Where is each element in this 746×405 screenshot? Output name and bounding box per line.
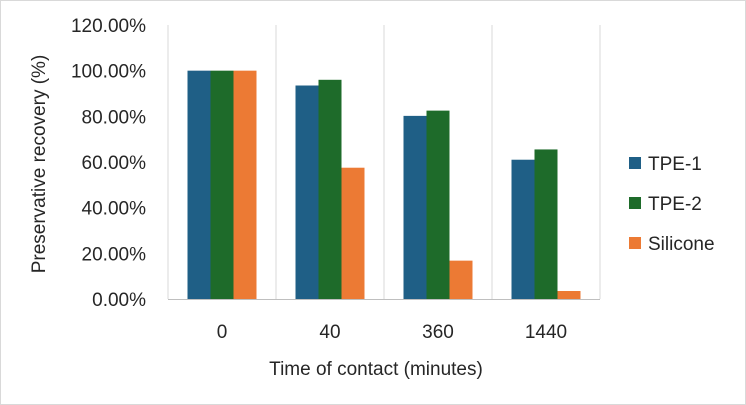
bar-tpe-1-40 xyxy=(295,85,319,299)
y-tick-label: 100.00% xyxy=(71,62,146,83)
legend-swatch xyxy=(629,237,641,249)
y-tick-label: 20.00% xyxy=(82,244,147,265)
y-axis-ticks: 0.00% 20.00% 40.00% 60.00% 80.00% 100.00% 120.… xyxy=(71,16,146,311)
x-tick-label: 360 xyxy=(422,322,454,343)
y-tick-label: 120.00% xyxy=(71,16,146,37)
x-tick-label: 1440 xyxy=(525,322,567,343)
bar-tpe-1-1440 xyxy=(511,159,535,299)
bar-silicone-0 xyxy=(233,70,257,300)
bar-tpe-2-0 xyxy=(210,70,234,300)
bar-tpe-2-1440 xyxy=(534,149,558,299)
legend-swatch xyxy=(629,157,641,169)
y-tick-label: 80.00% xyxy=(82,107,147,128)
legend-label: Silicone xyxy=(648,234,715,255)
y-tick-label: 0.00% xyxy=(92,290,146,311)
grid-lines xyxy=(167,25,601,299)
legend-label: TPE-1 xyxy=(648,154,702,175)
bars xyxy=(187,70,581,300)
x-tick-label: 0 xyxy=(217,322,228,343)
x-axis-title: Time of contact (minutes) xyxy=(269,359,483,380)
legend-label: TPE-2 xyxy=(648,194,702,215)
bar-tpe-1-360 xyxy=(403,115,427,299)
bar-tpe-2-40 xyxy=(318,79,342,299)
x-tick-label: 40 xyxy=(319,322,340,343)
legend-swatch xyxy=(629,197,641,209)
bar-silicone-1440 xyxy=(557,291,581,299)
bar-silicone-40 xyxy=(341,167,365,299)
legend: TPE-1 TPE-2 Silicone xyxy=(629,154,715,255)
bar-silicone-360 xyxy=(449,260,473,299)
x-axis-ticks: 0 40 360 1440 xyxy=(217,322,567,343)
bar-tpe-1-0 xyxy=(187,70,211,300)
y-tick-label: 60.00% xyxy=(82,153,147,174)
y-axis-title: Preservative recovery (%) xyxy=(29,55,50,274)
y-tick-label: 40.00% xyxy=(82,199,147,220)
bar-tpe-2-360 xyxy=(426,110,450,299)
